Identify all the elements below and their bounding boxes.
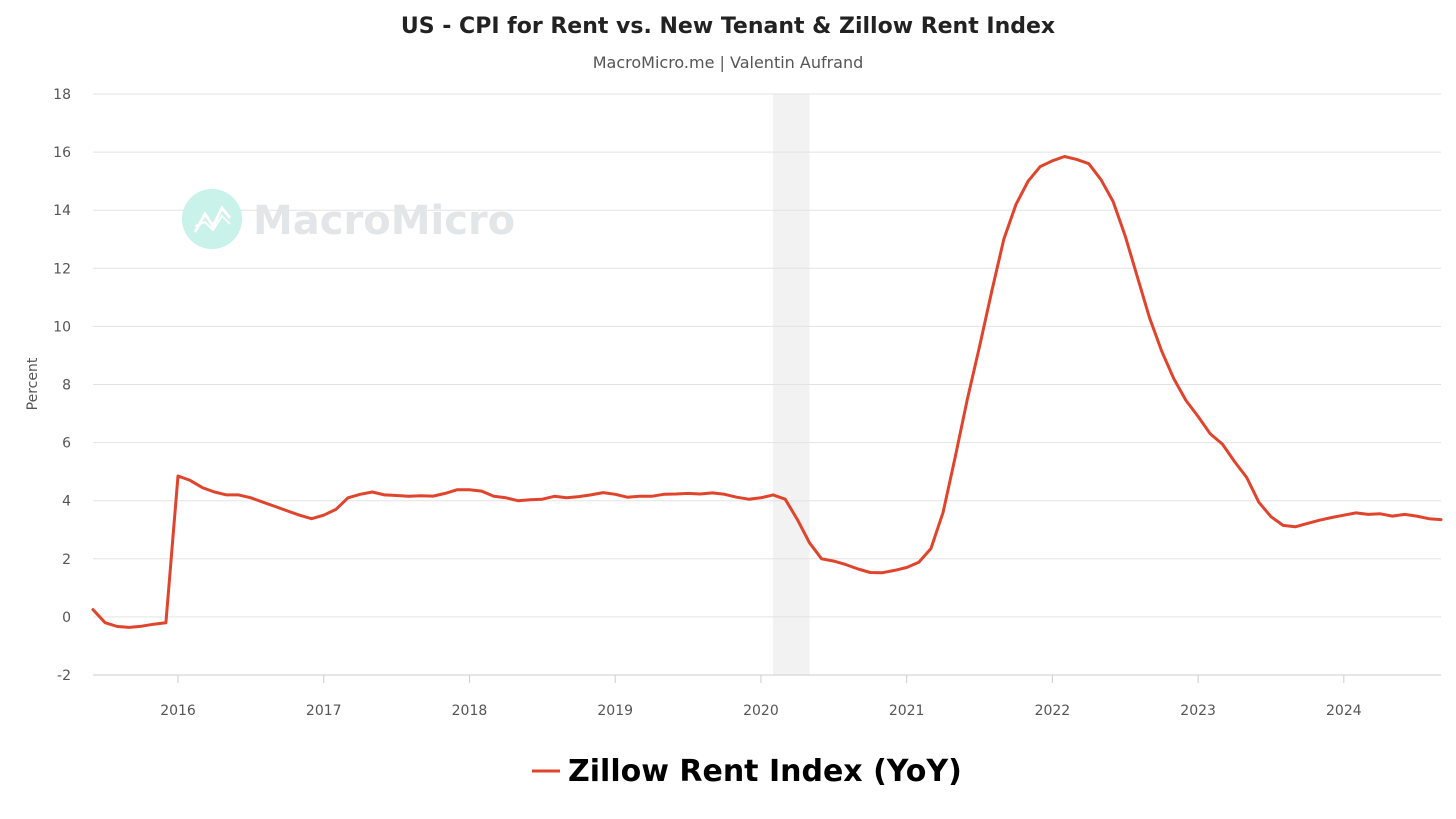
watermark-logo-mark bbox=[193, 205, 232, 233]
x-tick-label: 2021 bbox=[889, 703, 925, 719]
watermark: MacroMicro bbox=[182, 189, 515, 249]
legend[interactable]: Zillow Rent Index (YoY) bbox=[532, 754, 962, 789]
x-tick-label: 2018 bbox=[452, 703, 488, 719]
y-tick-label: 0 bbox=[62, 610, 71, 626]
watermark-text: MacroMicro bbox=[253, 198, 515, 244]
chart-title: US - CPI for Rent vs. New Tenant & Zillo… bbox=[401, 14, 1055, 39]
series-line-0[interactable] bbox=[91, 155, 1443, 629]
y-axis-ticks: -2 0 2 4 6 8 10 12 14 16 18 bbox=[53, 87, 71, 684]
y-tick-label: 6 bbox=[62, 436, 71, 452]
watermark-logo-icon bbox=[182, 189, 242, 249]
y-tick-label: 8 bbox=[62, 378, 71, 394]
y-tick-label: 16 bbox=[53, 145, 71, 161]
y-tick-label: 14 bbox=[53, 203, 71, 219]
x-tick-label: 2017 bbox=[306, 703, 342, 719]
x-tick-label: 2023 bbox=[1180, 703, 1216, 719]
x-tick-label: 2020 bbox=[743, 703, 779, 719]
y-tick-label: 2 bbox=[62, 552, 71, 568]
x-tick-label: 2019 bbox=[597, 703, 633, 719]
legend-label: Zillow Rent Index (YoY) bbox=[568, 754, 962, 789]
x-axis-ticks: 2016 2017 2018 2019 2020 2021 2022 2023 2024 bbox=[93, 674, 1441, 719]
watermark-logo-mark-2 bbox=[194, 214, 231, 232]
y-axis-label: Percent bbox=[25, 357, 41, 410]
y-tick-label: 12 bbox=[53, 261, 71, 277]
y-tick-label: 18 bbox=[53, 87, 71, 103]
chart-subtitle: MacroMicro.me | Valentin Aufrand bbox=[593, 53, 864, 72]
x-tick-label: 2022 bbox=[1035, 703, 1071, 719]
y-tick-label: 4 bbox=[62, 494, 71, 510]
x-tick-label: 2024 bbox=[1326, 703, 1362, 719]
y-tick-label: -2 bbox=[57, 668, 71, 684]
x-tick-label: 2016 bbox=[160, 703, 196, 719]
series-layer bbox=[91, 155, 1443, 629]
y-tick-label: 10 bbox=[53, 319, 71, 335]
grid-lines bbox=[93, 93, 1441, 676]
